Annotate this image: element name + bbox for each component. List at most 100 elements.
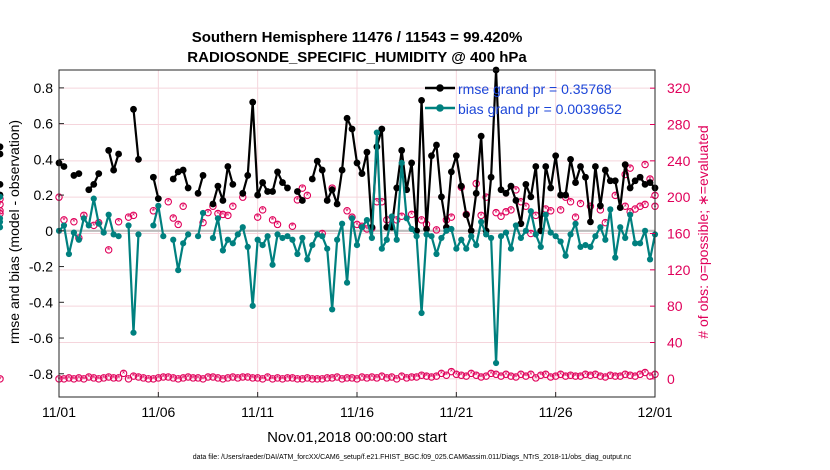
- obs-count-marker-star: *: [122, 369, 126, 379]
- bias-point: [309, 242, 316, 249]
- rmse-point: [229, 180, 237, 188]
- bias-point: [378, 245, 385, 252]
- bias-point: [363, 216, 371, 224]
- obs-count-marker: [159, 373, 168, 381]
- obs-count-marker: [397, 372, 406, 380]
- obs-count-marker-star: *: [489, 369, 493, 379]
- rmse-point: [90, 180, 98, 188]
- obs-count-upper-marker: [556, 206, 565, 214]
- rmse-point: [194, 189, 202, 197]
- obs-count-upper-marker-star: *: [132, 211, 136, 221]
- obs-count-upper-marker-star: *: [544, 204, 548, 214]
- rmse-point: [75, 170, 83, 178]
- obs-count-upper-marker: [179, 202, 187, 211]
- bias-point: [319, 233, 326, 240]
- obs-count-upper-marker-star: *: [0, 206, 2, 216]
- bias-point: [214, 215, 222, 222]
- obs-count-marker: [194, 374, 202, 382]
- obs-count-marker-star: *: [584, 370, 588, 380]
- obs-count-marker-star: *: [82, 374, 86, 384]
- obs-count-upper-marker-star: *: [201, 218, 205, 228]
- obs-count-upper-marker: [174, 220, 182, 229]
- bias-point: [453, 245, 460, 252]
- rmse-point: [318, 166, 326, 174]
- rmse-point: [115, 150, 122, 158]
- rmse-point: [209, 200, 217, 208]
- bias-point: [170, 236, 177, 243]
- y-axis-right: 0 40 80 120 160 200 240 280 320: [650, 80, 691, 387]
- bias-point: [646, 256, 654, 263]
- obs-count-marker: [298, 375, 307, 383]
- y-left-tick-label: -0.8: [29, 366, 53, 382]
- rmse-point: [348, 125, 356, 133]
- obs-count-marker: [70, 375, 78, 383]
- bias-point: [517, 234, 525, 242]
- obs-count-marker: [586, 371, 595, 379]
- rmse-point: [562, 191, 569, 199]
- obs-count-marker-star: *: [221, 374, 225, 384]
- bias-point: [294, 250, 301, 258]
- obs-count-upper-marker-star: *: [261, 205, 265, 215]
- obs-count-upper-marker-star: *: [499, 212, 503, 222]
- obs-count-marker: [318, 375, 326, 383]
- obs-count-marker: [546, 373, 555, 381]
- bias-point: [597, 224, 604, 231]
- bias-point: [269, 261, 276, 268]
- rmse-point: [596, 202, 604, 210]
- obs-count-upper-marker-star: *: [62, 215, 66, 225]
- bias-point: [209, 234, 217, 242]
- obs-count-marker-star: *: [306, 373, 310, 383]
- bias-point: [65, 250, 73, 258]
- obs-count-upper-marker-star: *: [355, 220, 359, 230]
- obs-count-marker-star: *: [499, 372, 503, 382]
- obs-count-marker-star: *: [594, 370, 598, 380]
- obs-count-marker: [457, 371, 466, 379]
- bias-point: [180, 240, 187, 247]
- obs-count-marker-star: *: [648, 372, 652, 382]
- y-right-tick-label: 200: [667, 189, 691, 205]
- obs-count-upper-marker: [502, 207, 510, 216]
- rmse-point: [85, 186, 93, 194]
- bias-point: [304, 256, 311, 263]
- bias-point: [448, 225, 455, 233]
- obs-count-marker-star: *: [574, 372, 578, 382]
- obs-count-marker: [353, 375, 361, 383]
- obs-count-marker: [636, 370, 644, 379]
- bias-point: [567, 231, 574, 238]
- obs-count-upper-marker: [253, 213, 262, 221]
- bias-point: [100, 229, 107, 236]
- y-right-tick-label: 320: [667, 80, 691, 96]
- bias-point: [423, 231, 430, 238]
- obs-count-marker-star: *: [335, 373, 339, 383]
- obs-count-marker: [378, 372, 386, 380]
- obs-count-upper-marker: [492, 208, 500, 217]
- obs-count-marker: [80, 375, 88, 383]
- obs-count-marker-star: *: [281, 374, 285, 384]
- x-axis: 11/01 11/06 11/11 11/16 11/21 11/26 12/01: [42, 392, 673, 420]
- obs-count-marker: [119, 369, 128, 378]
- obs-count-marker-star: *: [261, 374, 265, 384]
- obs-count-marker: [268, 375, 277, 383]
- obs-count-marker: [477, 373, 485, 381]
- bias-point: [329, 306, 336, 313]
- obs-count-marker-star: *: [539, 371, 543, 381]
- obs-count-upper-marker-star: *: [107, 245, 111, 255]
- obs-count-marker-star: *: [569, 371, 573, 381]
- bias-point: [175, 267, 182, 274]
- obs-count-marker-star: *: [206, 373, 210, 383]
- bias-point: [458, 236, 465, 243]
- obs-count-marker-star: *: [211, 373, 215, 383]
- obs-count-upper-marker-star: *: [127, 213, 131, 223]
- x-tick-label: 11/11: [241, 404, 274, 420]
- bias-point: [592, 233, 599, 240]
- chart-title-line1: Southern Hemisphere 11476 / 11543 = 99.4…: [192, 29, 523, 46]
- obs-count-marker-star: *: [137, 373, 141, 383]
- obs-count-marker-star: *: [241, 373, 245, 383]
- rmse-point: [323, 197, 331, 204]
- rmse-point: [522, 180, 530, 188]
- bias-point: [473, 242, 480, 249]
- obs-count-marker: [258, 375, 267, 383]
- bias-point: [224, 236, 231, 243]
- rmse-line: [311, 68, 656, 232]
- obs-count-upper-marker-star: *: [633, 204, 637, 214]
